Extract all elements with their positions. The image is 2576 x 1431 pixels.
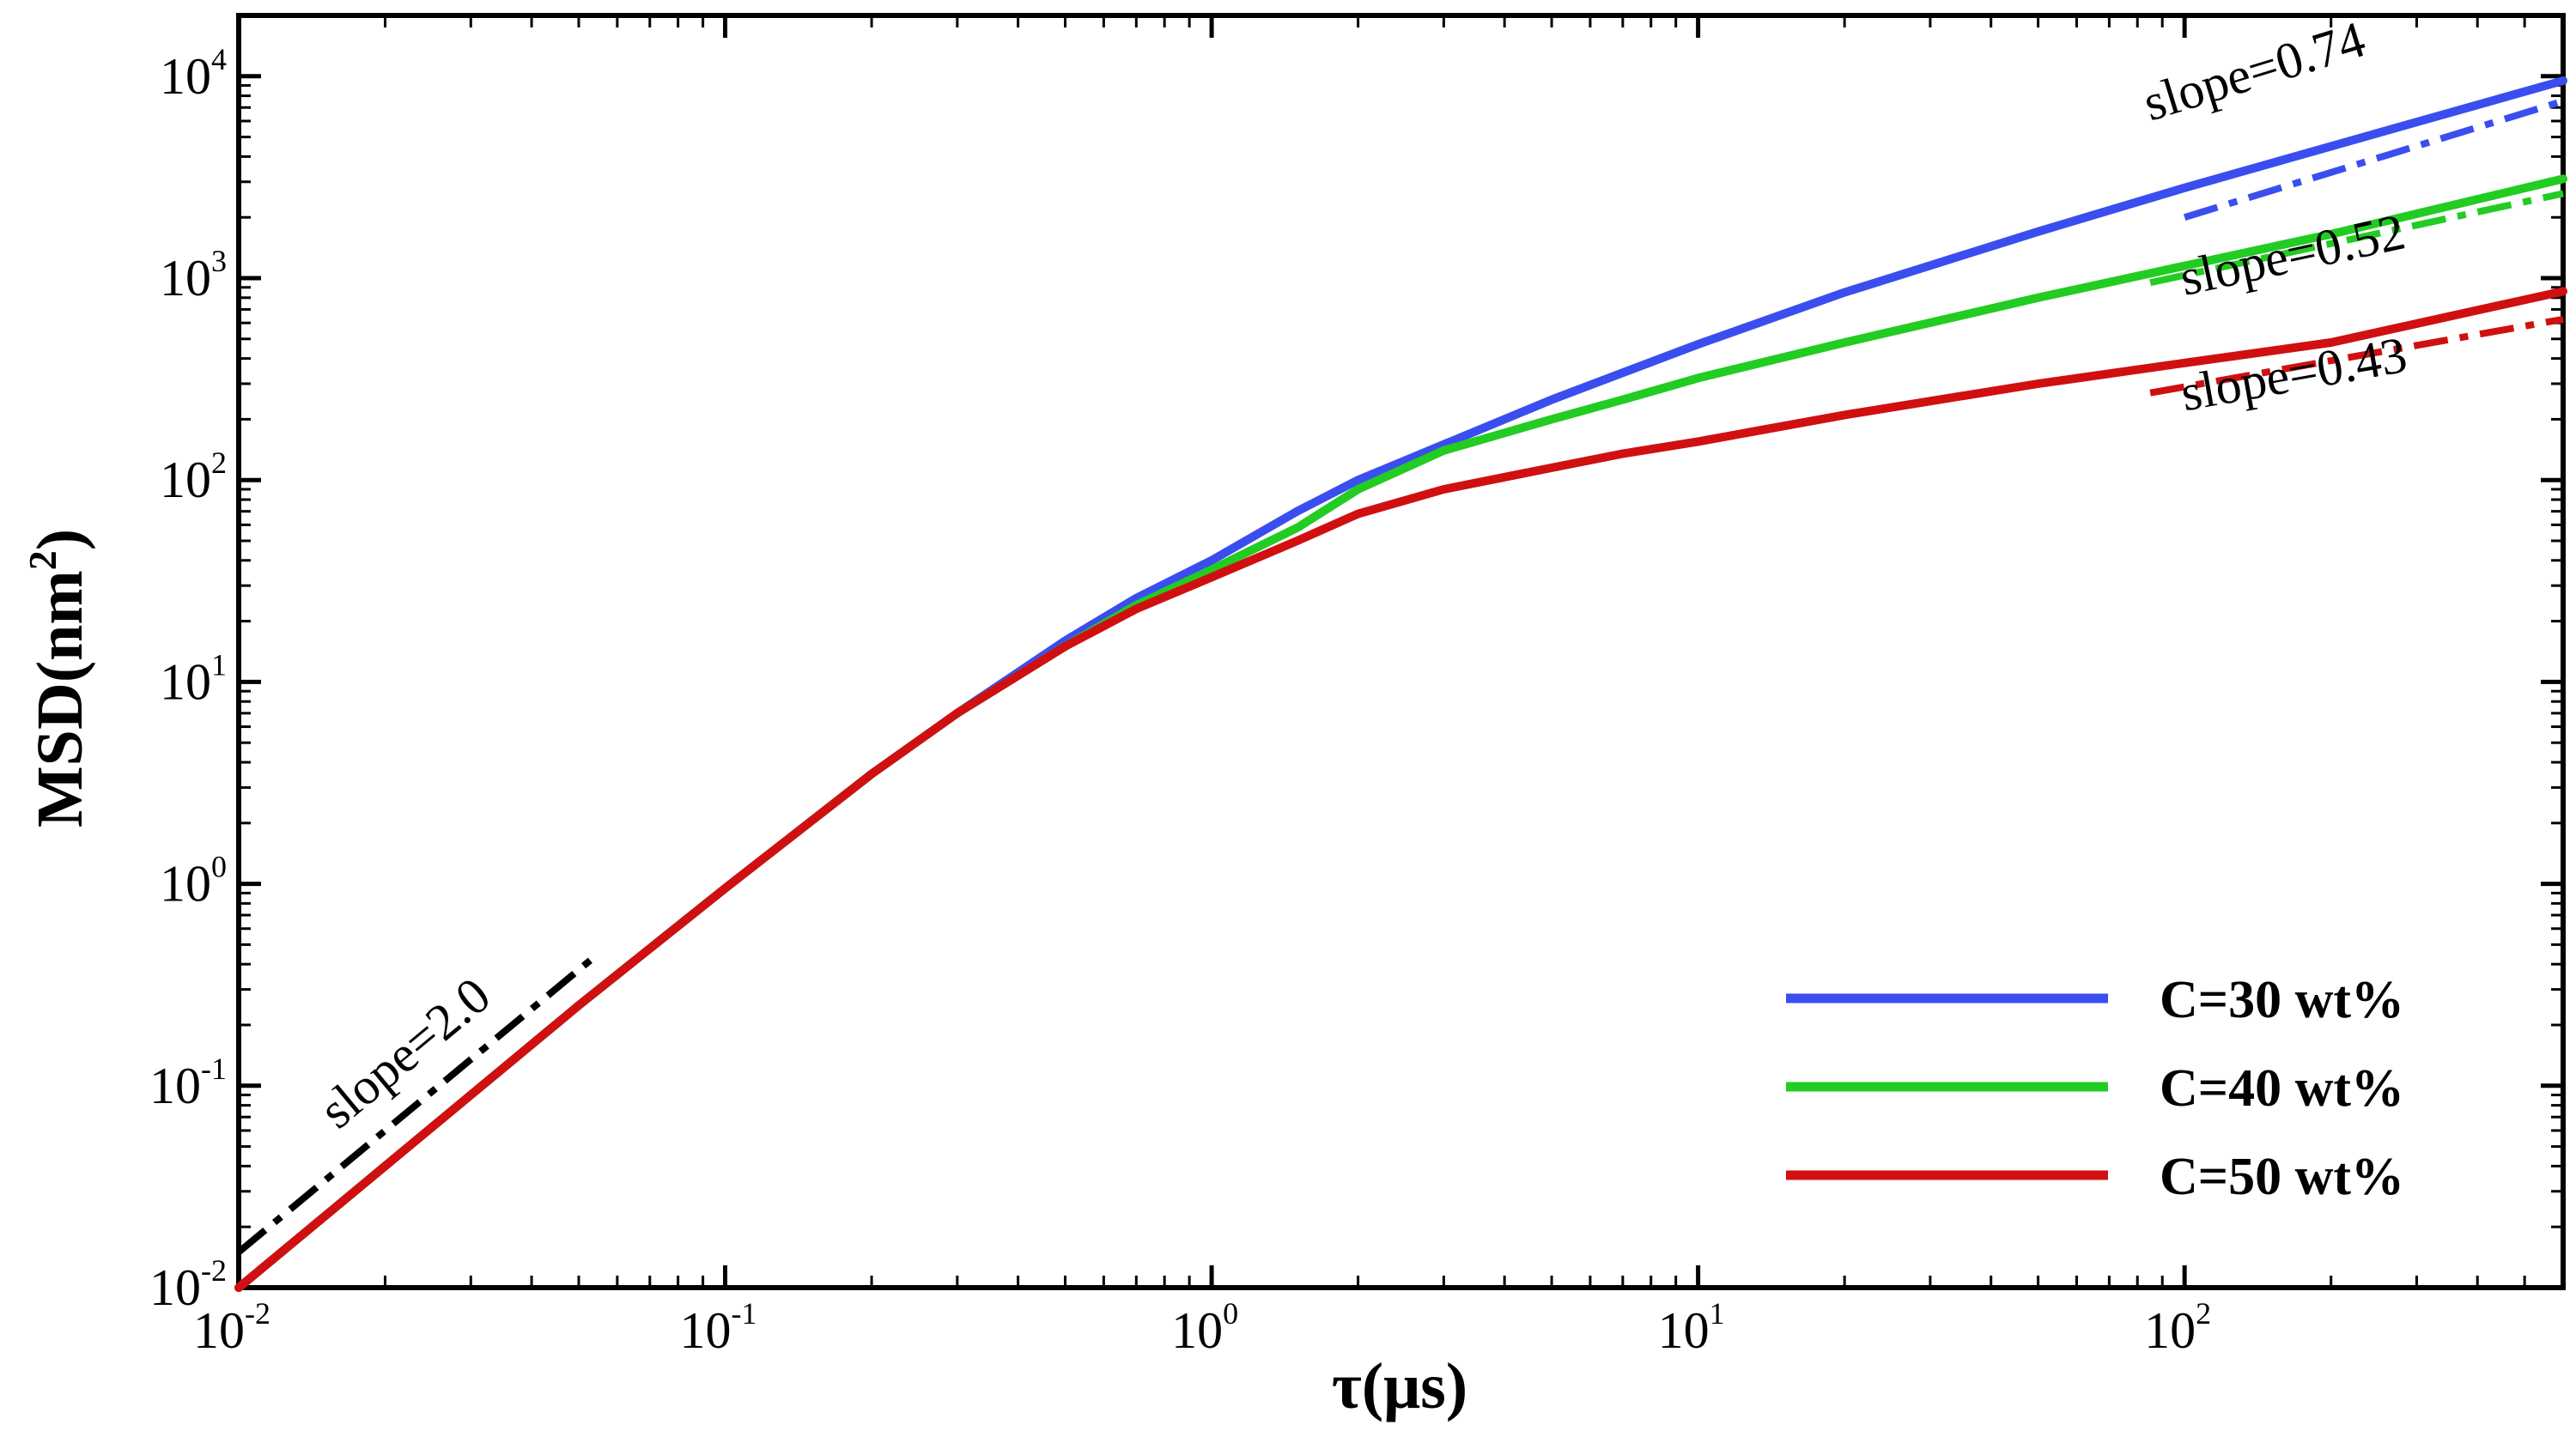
y-tick-labels: 10-2 10-1 100 101 102 103 104	[149, 42, 227, 1316]
x-tick-label: 10-2	[193, 1296, 270, 1359]
y-tick-label: 10-2	[149, 1253, 227, 1316]
reference-slope-line	[2183, 97, 2565, 221]
y-axis-title-main: MSD(nm	[24, 570, 96, 828]
reference-slope-line	[2149, 315, 2564, 397]
y-axis-title-close: )	[24, 529, 96, 550]
x-tick-label: 101	[1658, 1296, 1725, 1359]
legend-label: C=30 wt%	[2160, 971, 2404, 1029]
x-tick-label: 100	[1171, 1296, 1238, 1359]
y-tick-label: 101	[160, 647, 227, 710]
y-tick-label: 103	[160, 244, 227, 306]
legend-label: C=50 wt%	[2160, 1148, 2404, 1206]
reference-lines	[236, 97, 2565, 1255]
legend: C=30 wt% C=40 wt% C=50 wt%	[1786, 971, 2404, 1206]
x-tick-label: 10-1	[680, 1296, 757, 1359]
slope-label: slope=0.43	[2177, 326, 2411, 422]
axis-ticks	[236, 14, 2565, 1290]
plot-frame	[236, 13, 2566, 1290]
plot-area-border	[236, 13, 2566, 1290]
y-axis-title: MSD(nm2)	[21, 529, 96, 828]
series-line	[234, 174, 2567, 1292]
x-axis-title: τ(μs)	[1332, 1350, 1467, 1422]
y-tick-label: 10-1	[149, 1052, 227, 1114]
x-tick-label: 102	[2144, 1296, 2211, 1359]
y-tick-label: 104	[160, 42, 227, 105]
y-tick-label: 102	[160, 446, 227, 508]
x-tick-labels: 10-2 10-1 100 101 102	[193, 1296, 2211, 1359]
reference-slope-line	[236, 950, 601, 1255]
reference-slope-line	[2149, 190, 2564, 287]
slope-label: slope=0.52	[2175, 203, 2409, 306]
series-lines	[234, 76, 2567, 1292]
y-tick-label: 100	[160, 850, 227, 913]
y-axis-title-sup: 2	[21, 550, 64, 570]
slope-label: slope=0.74	[2137, 10, 2372, 131]
series-line	[234, 287, 2567, 1292]
legend-label: C=40 wt%	[2160, 1059, 2404, 1118]
